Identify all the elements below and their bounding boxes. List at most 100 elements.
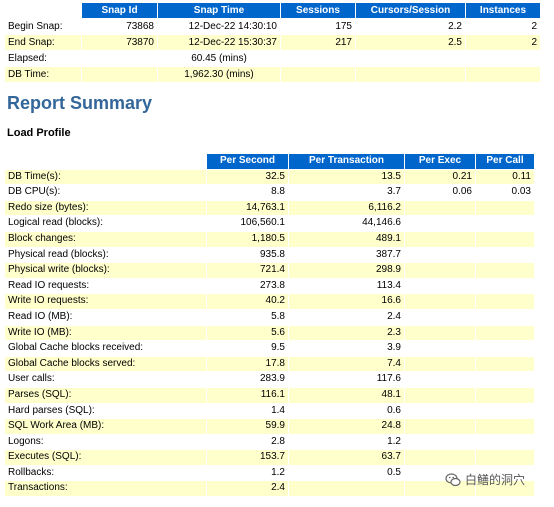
per-transaction-cell: 1.2 — [288, 433, 405, 451]
load-profile-row: Write IO requests: 40.2 16.6 — [4, 293, 535, 310]
load-profile-row: Parses (SQL): 116.1 48.1 — [4, 386, 535, 404]
cursors-cell: 2.5 — [355, 34, 466, 51]
metric-label: Global Cache blocks received: — [4, 340, 207, 357]
snap-id-cell — [81, 66, 158, 83]
load-profile-row: Physical write (blocks): 721.4 298.9 — [4, 262, 535, 279]
per-exec-cell — [404, 355, 476, 373]
snap-header-sessions: Sessions — [280, 2, 356, 19]
snap-row-label: DB Time: — [4, 66, 82, 83]
load-profile-row: Write IO (MB): 5.6 2.3 — [4, 324, 535, 342]
per-exec-cell: 0.06 — [404, 184, 476, 201]
load-header-per-call: Per Call — [475, 153, 535, 170]
per-exec-cell — [404, 277, 476, 295]
per-second-cell: 17.8 — [206, 355, 289, 373]
per-exec-cell — [404, 340, 476, 357]
per-second-cell: 2.8 — [206, 433, 289, 451]
snap-row: Elapsed: 60.45 (mins) — [4, 50, 541, 67]
metric-label: DB Time(s): — [4, 168, 207, 186]
per-call-cell — [475, 230, 535, 248]
metric-label: Write IO requests: — [4, 293, 207, 310]
per-call-cell: 0.11 — [475, 168, 535, 186]
snap-time-cell: 12-Dec-22 14:30:10 — [157, 18, 281, 35]
per-call-cell — [475, 293, 535, 310]
snap-time-cell: 1,962.30 (mins) — [157, 66, 281, 83]
cursors-cell — [355, 50, 466, 67]
load-profile-row: Block changes: 1,180.5 489.1 — [4, 230, 535, 248]
snap-time-cell: 12-Dec-22 15:30:37 — [157, 34, 281, 51]
instances-cell: 2 — [465, 18, 541, 35]
sessions-cell: 175 — [280, 18, 356, 35]
per-exec-cell — [404, 402, 476, 420]
per-second-cell: 116.1 — [206, 386, 289, 404]
per-transaction-cell: 24.8 — [288, 418, 405, 435]
metric-label: Rollbacks: — [4, 464, 207, 482]
per-transaction-cell: 7.4 — [288, 355, 405, 373]
per-transaction-cell — [288, 480, 405, 498]
snap-row: Begin Snap: 73868 12-Dec-22 14:30:10 175 2.2… — [4, 18, 541, 35]
snap-header-instances: Instances — [465, 2, 541, 19]
per-exec-cell — [404, 308, 476, 326]
load-profile-title: Load Profile — [7, 127, 71, 139]
per-transaction-cell: 0.6 — [288, 402, 405, 420]
snap-id-cell: 73868 — [81, 18, 158, 35]
metric-label: User calls: — [4, 371, 207, 388]
load-profile-row: Logons: 2.8 1.2 — [4, 433, 535, 451]
metric-label: SQL Work Area (MB): — [4, 418, 207, 435]
per-call-cell — [475, 199, 535, 217]
per-call-cell — [475, 464, 535, 482]
metric-label: Executes (SQL): — [4, 449, 207, 466]
per-second-cell: 40.2 — [206, 293, 289, 310]
metric-label: Logical read (blocks): — [4, 215, 207, 232]
per-call-cell — [475, 433, 535, 451]
load-profile-row: User calls: 283.9 117.6 — [4, 371, 535, 388]
per-transaction-cell: 0.5 — [288, 464, 405, 482]
snap-row-label: Begin Snap: — [4, 18, 82, 35]
load-header-per-exec: Per Exec — [404, 153, 476, 170]
snap-table-header-row: Snap Id Snap Time Sessions Cursors/Sessi… — [4, 2, 541, 19]
per-second-cell: 5.6 — [206, 324, 289, 342]
per-transaction-cell: 48.1 — [288, 386, 405, 404]
metric-label: Physical read (blocks): — [4, 246, 207, 264]
per-second-cell: 8.8 — [206, 184, 289, 201]
per-transaction-cell: 113.4 — [288, 277, 405, 295]
load-profile-row: Global Cache blocks served: 17.8 7.4 — [4, 355, 535, 373]
load-profile-row: Read IO requests: 273.8 113.4 — [4, 277, 535, 295]
snap-row: End Snap: 73870 12-Dec-22 15:30:37 217 2.5 2 — [4, 34, 541, 51]
per-call-cell — [475, 402, 535, 420]
instances-cell — [465, 50, 541, 67]
metric-label: Read IO requests: — [4, 277, 207, 295]
per-second-cell: 59.9 — [206, 418, 289, 435]
per-call-cell — [475, 386, 535, 404]
metric-label: Hard parses (SQL): — [4, 402, 207, 420]
snap-row-label: Elapsed: — [4, 50, 82, 67]
cursors-cell: 2.2 — [355, 18, 466, 35]
load-profile-row: Transactions: 2.4 — [4, 480, 535, 498]
per-call-cell: 0.03 — [475, 184, 535, 201]
per-call-cell — [475, 340, 535, 357]
load-header-blank — [4, 153, 207, 170]
snap-id-cell — [81, 50, 158, 67]
per-second-cell: 283.9 — [206, 371, 289, 388]
load-profile-table: Per Second Per Transaction Per Exec Per … — [4, 153, 535, 498]
per-second-cell: 9.5 — [206, 340, 289, 357]
per-exec-cell — [404, 262, 476, 279]
per-second-cell: 721.4 — [206, 262, 289, 279]
per-call-cell — [475, 277, 535, 295]
per-second-cell: 106,560.1 — [206, 215, 289, 232]
per-call-cell — [475, 324, 535, 342]
instances-cell — [465, 66, 541, 83]
per-transaction-cell: 44,146.6 — [288, 215, 405, 232]
metric-label: DB CPU(s): — [4, 184, 207, 201]
cursors-cell — [355, 66, 466, 83]
metric-label: Physical write (blocks): — [4, 262, 207, 279]
per-second-cell: 5.8 — [206, 308, 289, 326]
per-call-cell — [475, 371, 535, 388]
sessions-cell — [280, 50, 356, 67]
metric-label: Parses (SQL): — [4, 386, 207, 404]
metric-label: Global Cache blocks served: — [4, 355, 207, 373]
sessions-cell: 217 — [280, 34, 356, 51]
snap-header-cursors: Cursors/Session — [355, 2, 466, 19]
per-transaction-cell: 117.6 — [288, 371, 405, 388]
per-exec-cell — [404, 386, 476, 404]
watermark: 白鳝的洞穴 — [445, 471, 525, 488]
